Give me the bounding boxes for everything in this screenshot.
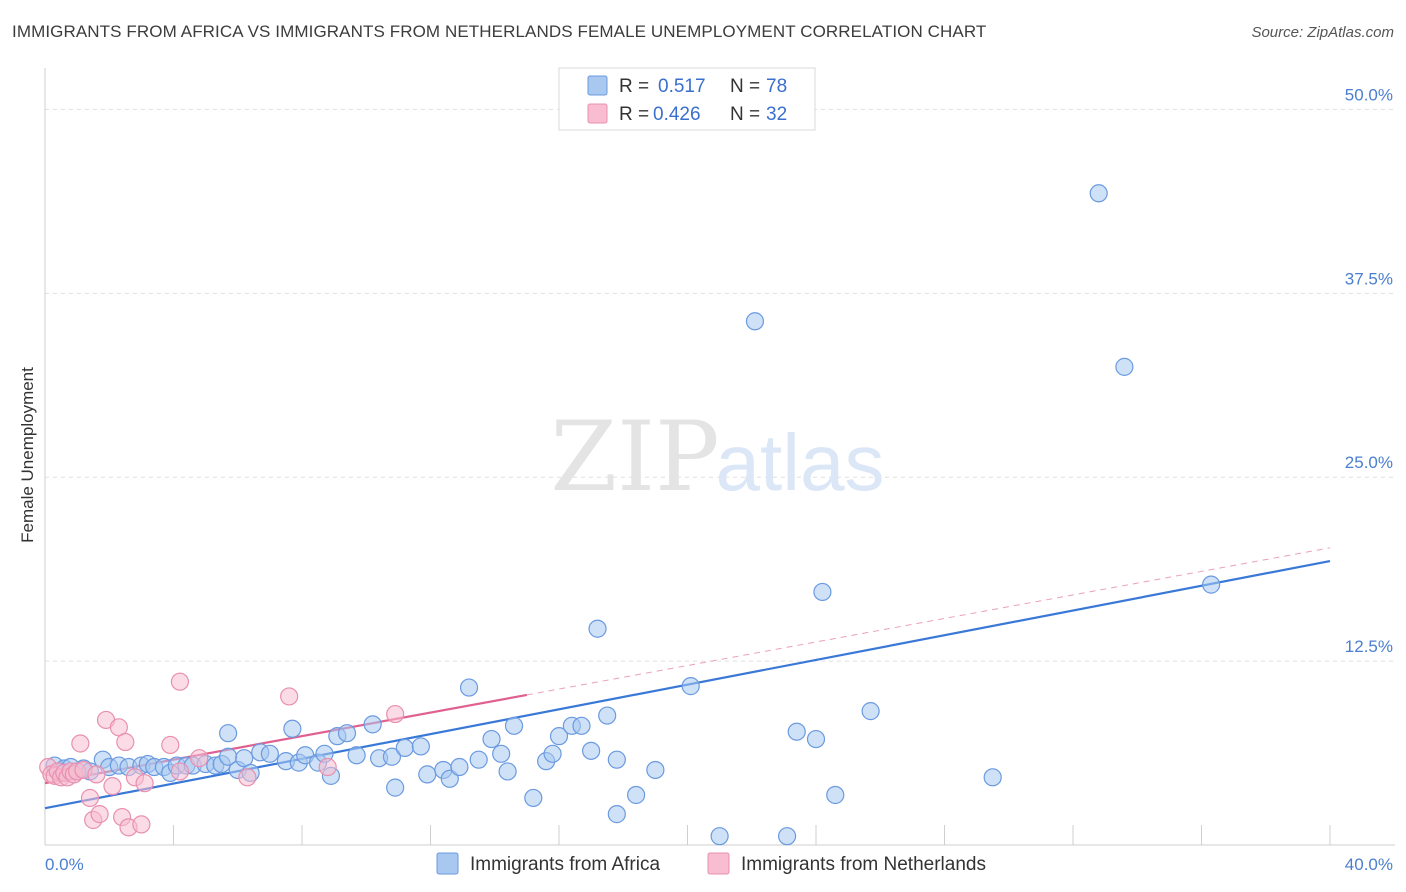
netherlands-point [87, 765, 106, 784]
africa-point [983, 768, 1002, 787]
y-tick-label: 37.5% [1345, 269, 1393, 288]
legend-swatch-africa [587, 75, 608, 96]
africa-point [411, 737, 430, 756]
africa-point [549, 727, 569, 746]
africa-point [745, 312, 765, 331]
africa-point [572, 716, 591, 735]
legend-bottom-label-africa: Immigrants from Africa [470, 854, 660, 875]
africa-point [524, 788, 543, 808]
africa-point [787, 722, 806, 741]
africa-point [861, 702, 880, 721]
africa-point [459, 678, 479, 697]
africa-point [450, 757, 469, 777]
netherlands-point [386, 704, 405, 724]
y-tick-label: 25.0% [1345, 453, 1393, 472]
netherlands-point [170, 672, 190, 691]
africa-point [386, 778, 405, 797]
netherlands-point [170, 762, 190, 781]
africa-point [469, 750, 488, 769]
x-tick-label: 0.0% [45, 855, 84, 874]
netherlands-point [135, 774, 154, 793]
chart-source: Source: ZipAtlas.com [1251, 24, 1394, 41]
y-tick-label: 12.5% [1345, 637, 1393, 656]
netherlands-point [71, 734, 90, 753]
netherlands-point [103, 777, 122, 796]
africa-point [646, 760, 665, 780]
grid-layer [45, 108, 1395, 662]
legend-r-label-africa: R = [619, 76, 649, 97]
points-layer [39, 184, 1221, 846]
africa-point [626, 785, 646, 805]
chart-title: IMMIGRANTS FROM AFRICA VS IMMIGRANTS FRO… [12, 22, 987, 41]
netherlands-point [80, 788, 100, 808]
africa-point [440, 769, 459, 788]
legend-bottom-label-netherlands: Immigrants from Netherlands [741, 854, 986, 875]
africa-point [260, 744, 279, 763]
africa-point [347, 746, 366, 765]
legend-n-value-netherlands: 32 [766, 104, 787, 125]
africa-point [382, 747, 402, 766]
netherlands-point [90, 805, 109, 824]
y-axis-title: Female Unemployment [18, 367, 37, 543]
watermark-atlas: atlas [716, 418, 885, 507]
legend-n-value-africa: 78 [766, 76, 787, 97]
legend-r-label-netherlands: R = [619, 104, 649, 125]
africa-point [1115, 357, 1134, 376]
x-tick-label: 40.0% [1345, 855, 1393, 874]
legend-r-value-netherlands: 0.426 [653, 104, 701, 125]
africa-point [710, 827, 729, 846]
legend-series: Immigrants from Africa Immigrants from N… [436, 852, 986, 875]
africa-point [418, 765, 437, 784]
africa-point [813, 582, 832, 602]
netherlands-point [238, 768, 257, 787]
africa-point [498, 762, 517, 781]
africa-point [1089, 184, 1108, 203]
netherlands-point [116, 732, 135, 752]
netherlands-point [161, 735, 180, 755]
africa-point [482, 729, 501, 749]
africa-point [607, 750, 626, 769]
africa-point [395, 738, 414, 758]
watermark-zip: ZIP [550, 401, 719, 513]
africa-point [826, 785, 845, 805]
africa-point [543, 744, 562, 763]
africa-point [504, 716, 524, 735]
africa-point [219, 724, 238, 743]
africa-point [363, 715, 382, 734]
africa-point [806, 729, 826, 749]
legend-swatch-netherlands [587, 103, 608, 124]
africa-point [588, 619, 607, 638]
legend-stats: R = 0.517 N = 78 R = 0.426 N = 32 [558, 67, 816, 131]
africa-point [283, 719, 302, 738]
legend-bottom-swatch-netherlands [707, 852, 730, 875]
watermark: ZIP atlas [550, 401, 884, 513]
africa-point [777, 827, 797, 846]
netherlands-point [318, 757, 337, 777]
africa-point [1202, 575, 1221, 594]
africa-point [582, 741, 601, 760]
africa-point [607, 805, 626, 824]
y-tick-label: 50.0% [1345, 85, 1393, 104]
netherlands-point [190, 749, 209, 768]
tick-labels: 12.5% 25.0% 37.5% 50.0% 0.0% 40.0% [45, 85, 1393, 874]
legend-r-value-africa: 0.517 [658, 76, 706, 97]
africa-point [598, 706, 617, 725]
netherlands-point [132, 815, 151, 834]
netherlands-point [280, 687, 299, 706]
legend-n-label-africa: N = [730, 76, 760, 97]
africa-point [492, 744, 511, 763]
legend-n-label-netherlands: N = [730, 104, 760, 125]
africa-point [337, 724, 357, 743]
africa-point [681, 677, 700, 696]
netherlands-trend-extension [526, 547, 1331, 696]
legend-bottom-swatch-africa [436, 852, 459, 875]
